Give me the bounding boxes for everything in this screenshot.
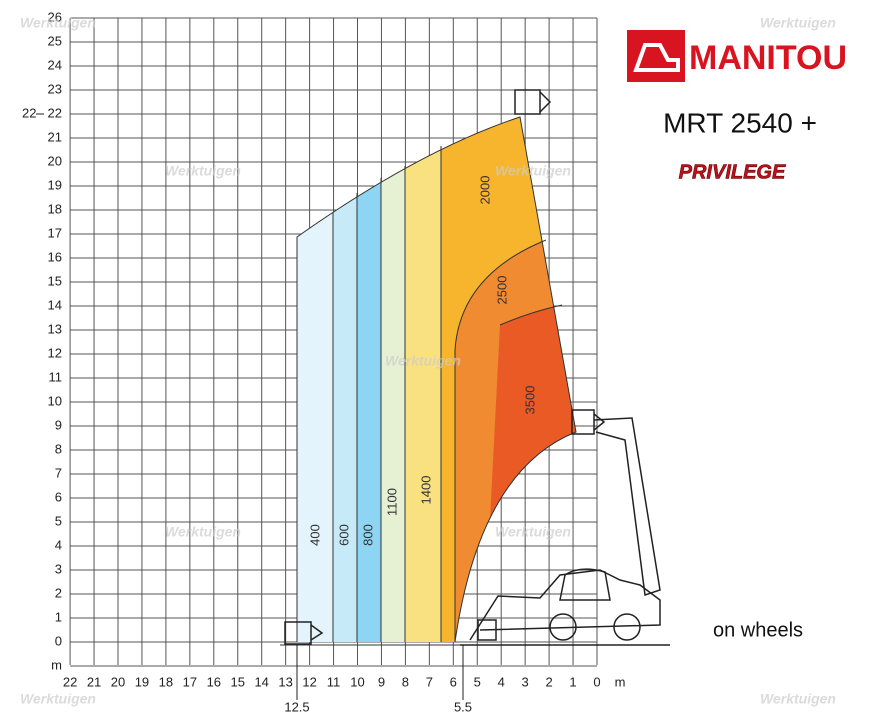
y-tick-label: 4 (55, 537, 62, 552)
y-tick-label: 23 (48, 81, 62, 96)
y-tick-label: 12 (48, 345, 62, 360)
x-tick-label: 12 (302, 674, 316, 689)
y-tick-label: 15 (48, 273, 62, 288)
y-tick-label: 18 (48, 201, 62, 216)
y-tick-label: 5 (55, 513, 62, 528)
zone-1400 (405, 117, 441, 642)
zone-400 (297, 117, 333, 642)
zone-label: 800 (360, 524, 375, 546)
zone-label: 1400 (418, 476, 433, 505)
logo-icon (627, 30, 685, 82)
x-tick-label: 14 (254, 674, 268, 689)
machine (284, 89, 670, 646)
side-mark: 22 (22, 105, 36, 120)
watermark: Werktuigen (495, 163, 571, 179)
watermark: Werktuigen (385, 353, 461, 369)
y-tick-label: 20 (48, 153, 62, 168)
x-tick-label: 11 (327, 674, 341, 689)
y-tick-label: 26 (48, 9, 62, 24)
y-tick-label: 0 (55, 633, 62, 648)
y-tick-label: 14 (48, 297, 62, 312)
series-name: PRIVILEGE (679, 161, 786, 183)
watermark: Werktuigen (20, 691, 96, 707)
zone-label: 2500 (494, 276, 509, 305)
y-unit: m (51, 657, 62, 672)
x-tick-label: 1 (569, 674, 576, 689)
watermark: Werktuigen (165, 163, 241, 179)
note: on wheels (713, 619, 803, 641)
x-tick-label: 6 (450, 674, 457, 689)
y-tick-label: 8 (55, 441, 62, 456)
mark-label: 5.5 (454, 699, 472, 714)
x-tick-label: 19 (135, 674, 149, 689)
y-tick-label: 1 (55, 609, 62, 624)
x-tick-label: 7 (426, 674, 433, 689)
logo: MANITOU (627, 30, 847, 82)
x-tick-label: 3 (522, 674, 529, 689)
zone-label: 1100 (384, 488, 399, 516)
x-tick-label: 16 (207, 674, 221, 689)
x-tick-label: 2 (545, 674, 552, 689)
watermark: Werktuigen (165, 524, 241, 540)
zone-label: 600 (336, 524, 351, 546)
y-tick-label: 25 (48, 33, 62, 48)
x-unit: m (615, 674, 626, 689)
y-tick-label: 9 (55, 417, 62, 432)
y-tick-label: 2 (55, 585, 62, 600)
zone-1100 (381, 117, 405, 642)
logo-mark (633, 43, 680, 72)
zone-label: 3500 (522, 386, 537, 415)
mark-label: 12.5 (284, 699, 309, 714)
zone-label: 400 (307, 524, 322, 546)
watermark: Werktuigen (495, 524, 571, 540)
load-zones (297, 117, 576, 642)
y-tick-label: 22 (48, 105, 62, 120)
y-tick-label: 13 (48, 321, 62, 336)
y-tick-label: 11 (49, 369, 63, 384)
x-tick-label: 0 (593, 674, 600, 689)
x-tick-label: 9 (378, 674, 385, 689)
x-tick-label: 8 (402, 674, 409, 689)
y-tick-label: 17 (48, 225, 62, 240)
watermark: Werktuigen (760, 15, 836, 31)
y-tick-label: 19 (48, 177, 62, 192)
zone-600 (333, 117, 357, 642)
y-tick-label: 7 (55, 465, 62, 480)
watermark: Werktuigen (760, 691, 836, 707)
x-tick-label: 15 (231, 674, 245, 689)
x-tick-label: 18 (159, 674, 173, 689)
y-tick-label: 10 (48, 393, 62, 408)
brand: MANITOU (689, 39, 847, 77)
y-tick-label: 3 (55, 561, 62, 576)
y-tick-label: 6 (55, 489, 62, 504)
labels: 0123456789101112131415161718192021222324… (20, 9, 836, 714)
x-tick-label: 22 (63, 674, 77, 689)
y-tick-label: 21 (48, 129, 62, 144)
x-tick-label: 10 (350, 674, 364, 689)
zone-lines (280, 116, 577, 646)
y-tick-label: 24 (48, 57, 62, 72)
x-tick-label: 4 (498, 674, 505, 689)
y-tick-label: 16 (48, 249, 62, 264)
model: MRT 2540 + (663, 107, 817, 138)
zone-label: 2000 (477, 176, 492, 205)
zone-800 (357, 117, 381, 642)
x-tick-label: 17 (183, 674, 197, 689)
watermark: Werktuigen (20, 15, 96, 31)
x-tick-label: 5 (474, 674, 481, 689)
x-tick-label: 20 (111, 674, 125, 689)
x-tick-label: 21 (87, 674, 101, 689)
x-tick-label: 13 (278, 674, 292, 689)
